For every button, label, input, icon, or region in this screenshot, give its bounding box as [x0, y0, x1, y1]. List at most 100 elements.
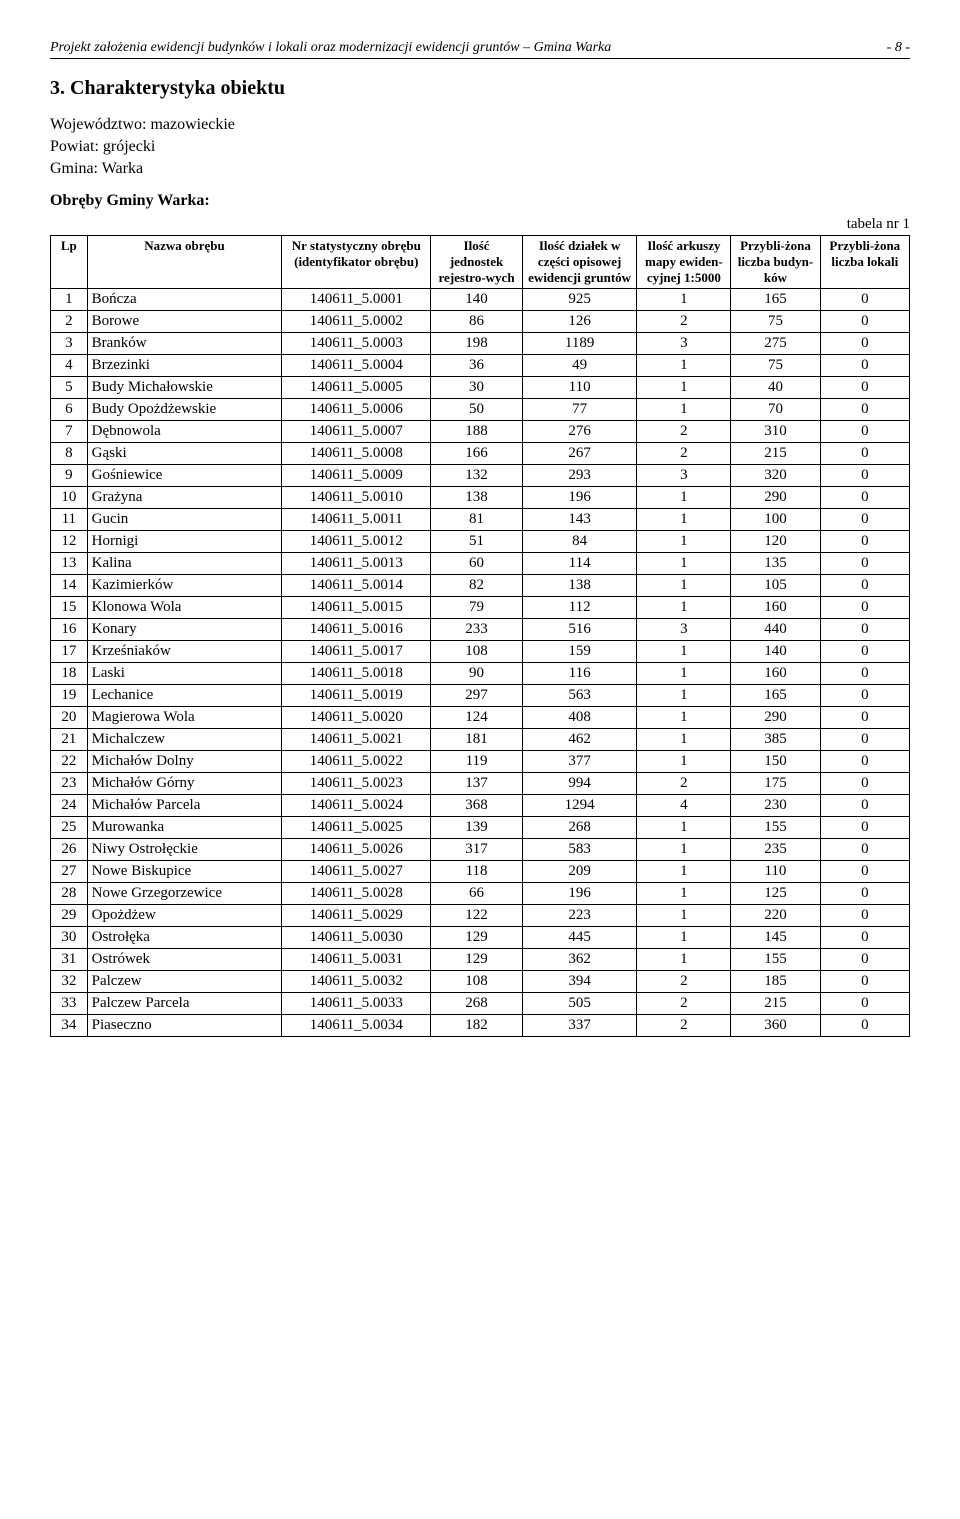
cell-value: 140611_5.0014 — [282, 575, 431, 597]
cell-value: 196 — [522, 883, 637, 905]
cell-name: Gucin — [87, 509, 282, 531]
cell-value: 2 — [637, 421, 731, 443]
cell-value: 140611_5.0009 — [282, 465, 431, 487]
cell-value: 140611_5.0016 — [282, 619, 431, 641]
cell-value: 100 — [731, 509, 820, 531]
cell-value: 140611_5.0008 — [282, 443, 431, 465]
table-row: 1Bończa140611_5.000114092511650 — [51, 289, 910, 311]
cell-value: 2 — [637, 971, 731, 993]
cell-value: 140611_5.0012 — [282, 531, 431, 553]
cell-value: 21 — [51, 729, 88, 751]
col-stat: Nr statystyczny obrębu (identyfikator ob… — [282, 236, 431, 289]
table-body: 1Bończa140611_5.0001140925116502Borowe14… — [51, 289, 910, 1037]
cell-value: 1 — [637, 729, 731, 751]
cell-value: 155 — [731, 817, 820, 839]
cell-value: 0 — [820, 377, 909, 399]
cell-value: 140611_5.0022 — [282, 751, 431, 773]
cell-value: 32 — [51, 971, 88, 993]
table-row: 11Gucin140611_5.00118114311000 — [51, 509, 910, 531]
cell-value: 140611_5.0007 — [282, 421, 431, 443]
table-row: 6Budy Opożdżewskie140611_5.000650771700 — [51, 399, 910, 421]
cell-value: 0 — [820, 575, 909, 597]
cell-value: 317 — [431, 839, 523, 861]
cell-value: 9 — [51, 465, 88, 487]
cell-name: Konary — [87, 619, 282, 641]
cell-value: 11 — [51, 509, 88, 531]
cell-value: 50 — [431, 399, 523, 421]
table-row: 18Laski140611_5.00189011611600 — [51, 663, 910, 685]
cell-value: 75 — [731, 311, 820, 333]
cell-value: 223 — [522, 905, 637, 927]
cell-value: 7 — [51, 421, 88, 443]
cell-value: 3 — [637, 465, 731, 487]
cell-value: 140611_5.0026 — [282, 839, 431, 861]
cell-name: Laski — [87, 663, 282, 685]
cell-value: 2 — [637, 311, 731, 333]
cell-value: 408 — [522, 707, 637, 729]
cell-value: 77 — [522, 399, 637, 421]
cell-value: 19 — [51, 685, 88, 707]
cell-value: 1 — [637, 531, 731, 553]
cell-value: 1 — [637, 663, 731, 685]
header-title: Projekt założenia ewidencji budynków i l… — [50, 40, 611, 56]
cell-name: Palczew Parcela — [87, 993, 282, 1015]
cell-value: 110 — [522, 377, 637, 399]
cell-value: 1 — [637, 597, 731, 619]
cell-value: 160 — [731, 597, 820, 619]
table-row: 29Opożdżew140611_5.002912222312200 — [51, 905, 910, 927]
cell-value: 1 — [637, 707, 731, 729]
table-row: 13Kalina140611_5.00136011411350 — [51, 553, 910, 575]
cell-value: 1 — [637, 399, 731, 421]
cell-value: 105 — [731, 575, 820, 597]
cell-value: 230 — [731, 795, 820, 817]
cell-value: 27 — [51, 861, 88, 883]
cell-value: 0 — [820, 993, 909, 1015]
cell-value: 135 — [731, 553, 820, 575]
cell-value: 140611_5.0019 — [282, 685, 431, 707]
cell-value: 0 — [820, 641, 909, 663]
cell-value: 0 — [820, 1015, 909, 1037]
cell-value: 140611_5.0020 — [282, 707, 431, 729]
cell-value: 2 — [51, 311, 88, 333]
table-row: 2Borowe140611_5.0002861262750 — [51, 311, 910, 333]
cell-value: 75 — [731, 355, 820, 377]
cell-value: 0 — [820, 839, 909, 861]
cell-value: 293 — [522, 465, 637, 487]
cell-name: Ostrówek — [87, 949, 282, 971]
cell-value: 122 — [431, 905, 523, 927]
cell-value: 0 — [820, 751, 909, 773]
cell-value: 0 — [820, 883, 909, 905]
cell-name: Budy Opożdżewskie — [87, 399, 282, 421]
cell-value: 140611_5.0031 — [282, 949, 431, 971]
cell-value: 12 — [51, 531, 88, 553]
cell-value: 0 — [820, 509, 909, 531]
page-header: Projekt założenia ewidencji budynków i l… — [50, 40, 910, 59]
cell-value: 140611_5.0029 — [282, 905, 431, 927]
cell-name: Michałów Parcela — [87, 795, 282, 817]
cell-value: 2 — [637, 773, 731, 795]
cell-value: 26 — [51, 839, 88, 861]
cell-value: 140 — [431, 289, 523, 311]
col-bud: Przybli-żona liczba budyn-ków — [731, 236, 820, 289]
obreby-table: Lp Nazwa obrębu Nr statystyczny obrębu (… — [50, 235, 910, 1037]
cell-name: Brzezinki — [87, 355, 282, 377]
cell-value: 1 — [637, 817, 731, 839]
cell-value: 33 — [51, 993, 88, 1015]
cell-value: 0 — [820, 311, 909, 333]
cell-value: 140611_5.0011 — [282, 509, 431, 531]
cell-value: 145 — [731, 927, 820, 949]
section-heading: 3. Charakterystyka obiektu — [50, 77, 910, 100]
cell-value: 49 — [522, 355, 637, 377]
cell-value: 137 — [431, 773, 523, 795]
cell-value: 0 — [820, 531, 909, 553]
cell-value: 30 — [51, 927, 88, 949]
cell-value: 0 — [820, 443, 909, 465]
cell-value: 31 — [51, 949, 88, 971]
cell-value: 140611_5.0024 — [282, 795, 431, 817]
table-row: 21Michalczew140611_5.002118146213850 — [51, 729, 910, 751]
cell-value: 0 — [820, 773, 909, 795]
cell-value: 159 — [522, 641, 637, 663]
cell-name: Magierowa Wola — [87, 707, 282, 729]
table-row: 4Brzezinki140611_5.000436491750 — [51, 355, 910, 377]
cell-value: 0 — [820, 289, 909, 311]
